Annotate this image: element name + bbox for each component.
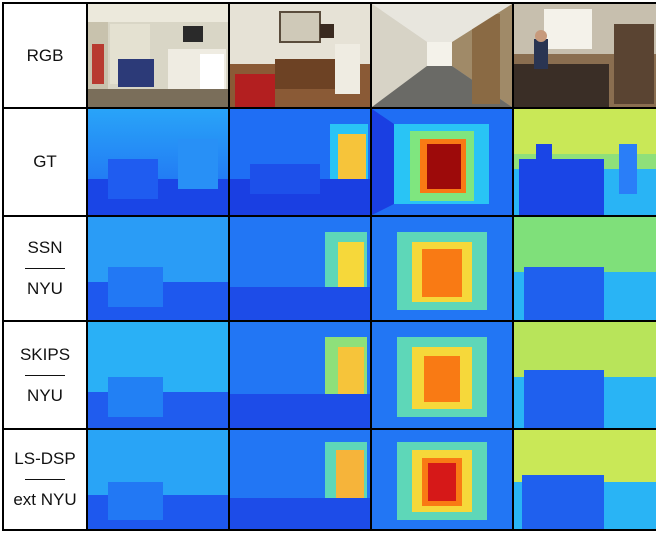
depth-map-desk-office bbox=[230, 217, 370, 320]
rgb-image-corridor bbox=[372, 4, 512, 107]
depth-map-living-room bbox=[514, 322, 656, 428]
depth-map-living-room bbox=[514, 217, 656, 320]
depth-map-office-room bbox=[88, 430, 228, 529]
row-skips: SKIPS NYU bbox=[2, 322, 656, 428]
label-divider bbox=[25, 268, 65, 269]
rgb-image-office-room bbox=[88, 4, 228, 107]
depth-map-office-room bbox=[88, 322, 228, 428]
depth-map-desk-office bbox=[230, 430, 370, 529]
row-label: GT bbox=[4, 109, 86, 215]
depth-map-corridor bbox=[372, 322, 512, 428]
row-label-top: LS-DSP bbox=[14, 449, 76, 468]
row-label-bottom: NYU bbox=[27, 385, 63, 405]
rgb-image-desk-office bbox=[230, 4, 370, 107]
row-ssn: SSN NYU bbox=[2, 217, 656, 320]
row-label: SSN NYU bbox=[4, 217, 86, 320]
row-rgb: RGB bbox=[2, 4, 656, 107]
depth-map-office-room bbox=[88, 217, 228, 320]
row-ls-dsp: LS-DSP ext NYU bbox=[2, 430, 656, 529]
row-label-bottom: ext NYU bbox=[13, 490, 77, 509]
depth-map-office-room bbox=[88, 109, 228, 215]
depth-map-corridor bbox=[372, 430, 512, 529]
row-label: SKIPS NYU bbox=[4, 322, 86, 428]
row-gt: GT bbox=[2, 109, 656, 215]
row-label-top: SSN bbox=[27, 238, 63, 257]
rgb-image-living-room bbox=[514, 4, 656, 107]
label-divider bbox=[25, 374, 65, 376]
depth-map-living-room bbox=[514, 430, 656, 529]
row-label: RGB bbox=[4, 4, 86, 107]
row-label-top: SKIPS bbox=[19, 344, 71, 364]
row-label-top: RGB bbox=[26, 45, 64, 65]
row-label: LS-DSP ext NYU bbox=[4, 430, 86, 529]
label-divider bbox=[25, 479, 65, 480]
depth-map-desk-office bbox=[230, 109, 370, 215]
depth-map-living-room bbox=[514, 109, 656, 215]
depth-map-desk-office bbox=[230, 322, 370, 428]
depth-map-corridor bbox=[372, 109, 512, 215]
depth-map-corridor bbox=[372, 217, 512, 320]
row-label-bottom: NYU bbox=[27, 279, 63, 298]
row-label-top: GT bbox=[33, 152, 57, 171]
